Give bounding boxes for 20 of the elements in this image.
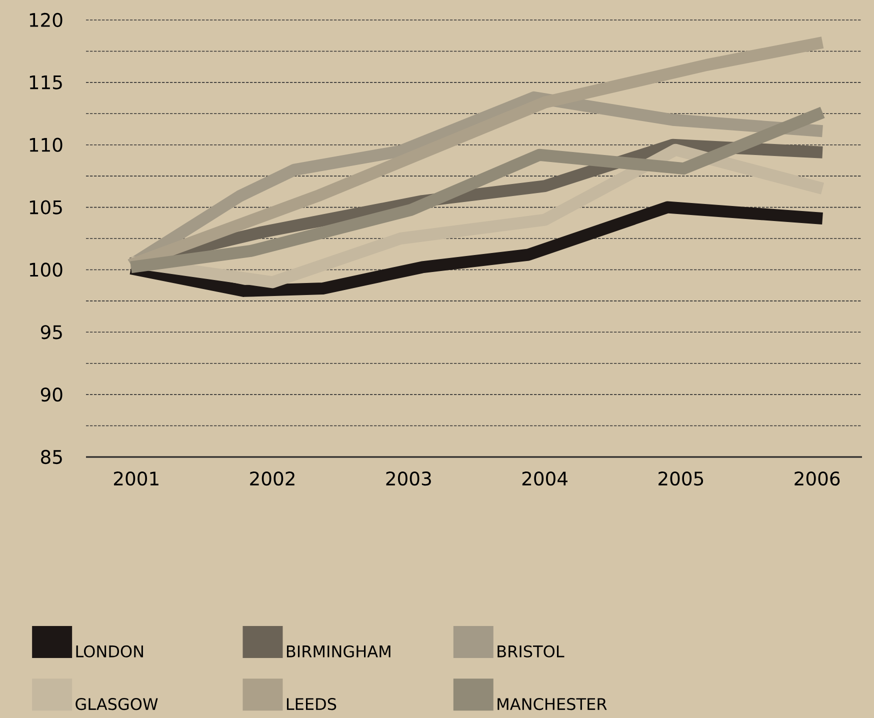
y-tick-label: 100 [30,262,62,277]
y-tick-label: 90 [40,388,62,402]
legend-label: GLASGOW [76,698,158,710]
y-tick-label: 105 [30,200,62,214]
x-tick-label: 2003 [386,471,431,486]
x-tick-label: 2005 [658,471,704,486]
x-tick-label: 2001 [114,471,158,486]
y-tick-label: 120 [30,12,62,28]
legend-label: BIRMINGHAM [286,645,390,658]
legend-label: LEEDS [286,698,336,710]
legend-label: MANCHESTER [498,698,607,710]
y-tick-label: 110 [30,138,62,152]
x-tick-label: 2002 [250,471,294,486]
y-tick-label: 85 [41,450,62,464]
x-tick-label: 2004 [522,471,568,486]
x-tick-label: 2006 [794,471,840,486]
y-tick-label: 95 [40,325,62,340]
legend-label: BRISTOL [498,645,564,658]
legend-label: LONDON [76,645,143,658]
y-tick-label: 115 [30,75,62,90]
